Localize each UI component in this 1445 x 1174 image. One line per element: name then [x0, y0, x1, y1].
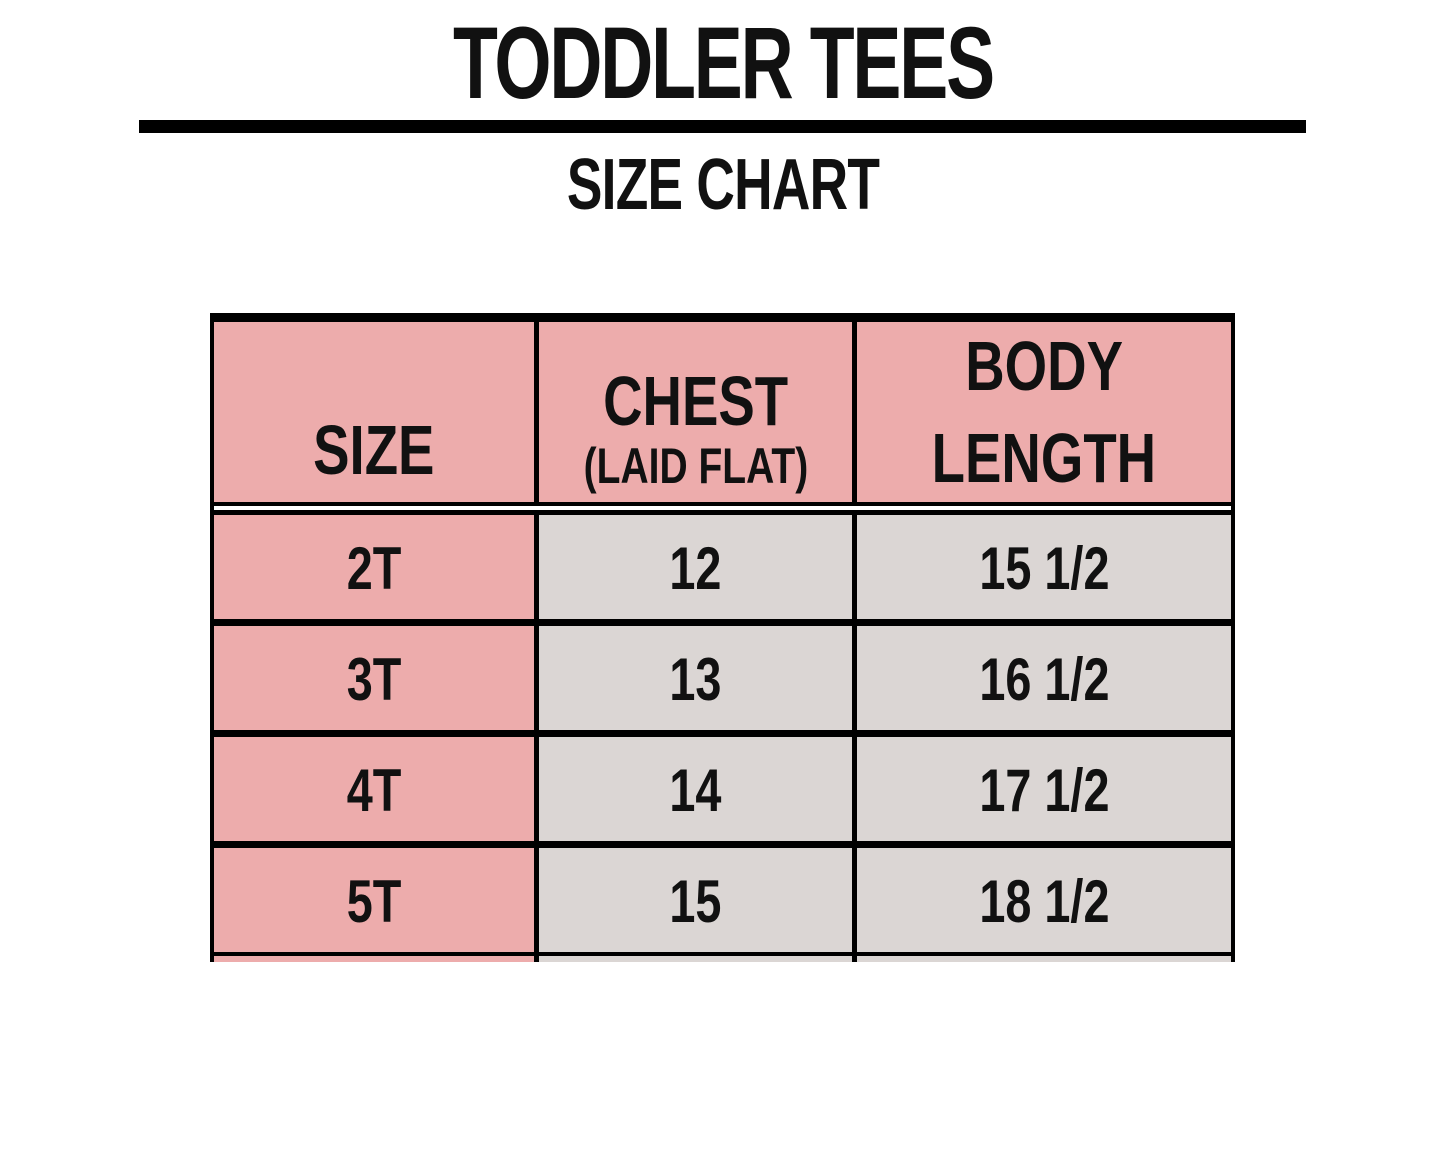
table-row-5t: 5T 15 18 1/2 — [214, 847, 1231, 952]
page-subtitle-wrap: SIZE CHART — [0, 133, 1445, 221]
body-top-border — [214, 509, 1231, 515]
header-body-gap — [214, 505, 1231, 510]
cell-body-length: 15 1/2 — [852, 514, 1231, 619]
cell-chest-value: 14 — [669, 757, 722, 825]
cell-body-length: 18 1/2 — [852, 847, 1231, 952]
cell-body-length-value: 17 1/2 — [978, 757, 1110, 825]
table-row-2t: 2T 12 15 1/2 — [214, 514, 1231, 619]
header-cell-body-length: BODY LENGTH — [852, 321, 1231, 502]
page-header: TODDLER TEES SIZE CHART — [0, 0, 1445, 221]
cell-chest: 14 — [534, 736, 852, 841]
cell-size: 4T — [214, 736, 534, 841]
cell-size-value: 5T — [346, 868, 402, 936]
row-divider — [214, 840, 1231, 848]
cell-body-length: 17 1/2 — [852, 736, 1231, 841]
table-bottom-border — [214, 951, 1231, 956]
header-label-chest: CHEST — [602, 362, 789, 441]
cell-chest-value: 12 — [669, 535, 722, 603]
header-label-body-line2: LENGTH — [931, 418, 1157, 497]
sliver-cell — [534, 955, 852, 962]
cell-chest-value: 15 — [669, 868, 722, 936]
cell-size: 3T — [214, 625, 534, 730]
cell-chest-value: 13 — [669, 646, 722, 714]
size-chart-table: SIZE CHEST (LAID FLAT) BODY LENGTH 2T 12… — [210, 312, 1235, 962]
sliver-cell — [214, 955, 534, 962]
page-title: TODDLER TEES — [452, 6, 995, 120]
header-label-body-line1: BODY — [965, 326, 1123, 405]
sliver-cell — [852, 955, 1231, 962]
cropped-next-row-sliver — [214, 955, 1231, 962]
cell-size: 2T — [214, 514, 534, 619]
header-bottom-border — [214, 501, 1231, 506]
cell-size-value: 4T — [346, 757, 402, 825]
cell-chest: 15 — [534, 847, 852, 952]
page-title-wrap: TODDLER TEES — [0, 6, 1445, 120]
row-divider — [214, 618, 1231, 626]
cell-chest: 13 — [534, 625, 852, 730]
header-cell-chest: CHEST (LAID FLAT) — [534, 321, 852, 502]
header-label-chest-sub: (LAID FLAT) — [583, 437, 808, 494]
row-divider — [214, 729, 1231, 737]
title-underline — [139, 119, 1306, 133]
cell-body-length-value: 18 1/2 — [978, 868, 1110, 936]
cell-body-length-value: 16 1/2 — [978, 646, 1110, 714]
table-header-row: SIZE CHEST (LAID FLAT) BODY LENGTH — [214, 321, 1231, 502]
cell-body-length: 16 1/2 — [852, 625, 1231, 730]
table-row-3t: 3T 13 16 1/2 — [214, 625, 1231, 730]
cell-chest: 12 — [534, 514, 852, 619]
cell-size-value: 3T — [346, 646, 402, 714]
header-label-size: SIZE — [313, 411, 435, 490]
cell-body-length-value: 15 1/2 — [978, 535, 1110, 603]
page-subtitle: SIZE CHART — [566, 144, 879, 225]
header-cell-size: SIZE — [214, 321, 534, 502]
table-row-4t: 4T 14 17 1/2 — [214, 736, 1231, 841]
cell-size-value: 2T — [346, 535, 402, 603]
cell-size: 5T — [214, 847, 534, 952]
